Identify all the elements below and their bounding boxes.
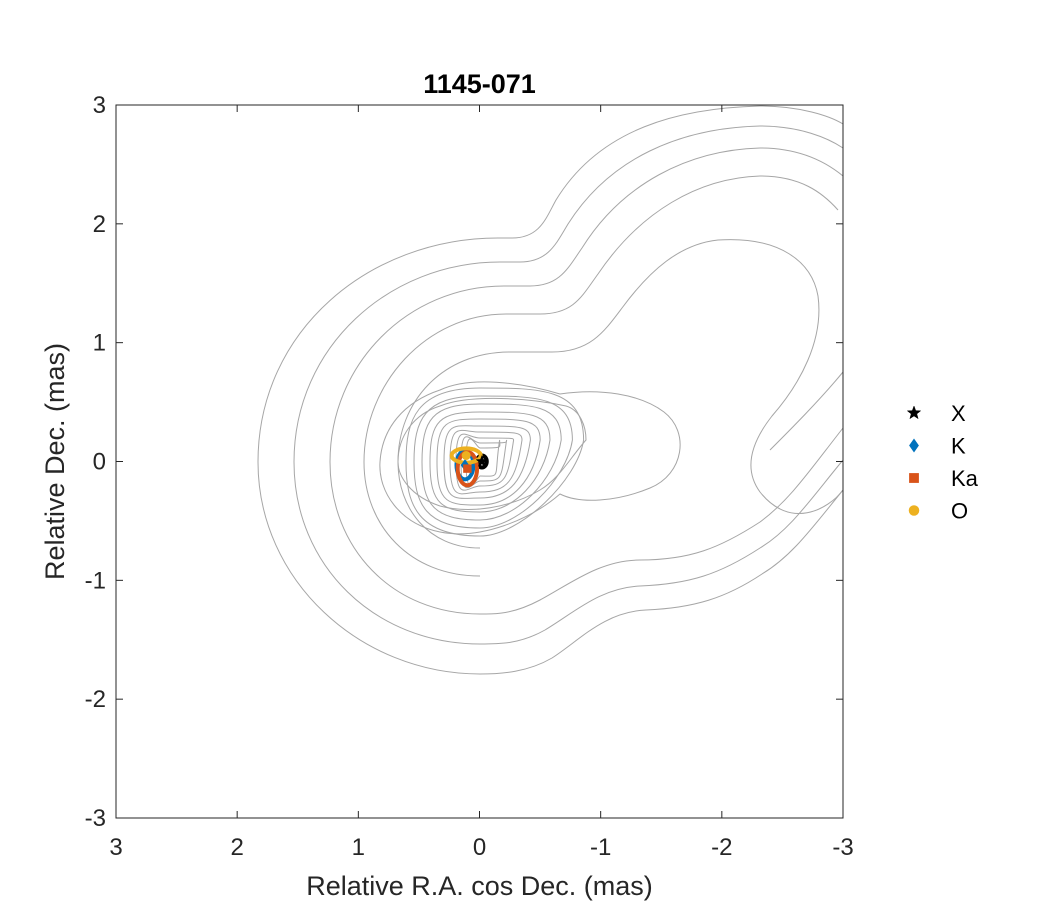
contour-line [449,429,523,495]
marker-o [461,451,471,461]
x-tick-label: -2 [711,834,732,861]
contour-line [379,381,681,535]
contour-line [329,147,844,615]
y-tick-label: -3 [85,805,106,832]
x-axis-label: Relative R.A. cos Dec. (mas) [306,871,653,901]
contour-line [429,411,551,513]
y-axis-label: Relative Dec. (mas) [40,343,70,580]
contour-line [405,387,585,537]
y-tick-label: -1 [85,567,106,594]
contour-line [479,427,844,615]
chart-title: 1145-071 [423,69,536,99]
x-tick-label: -3 [832,834,853,861]
y-tick-label: 0 [93,449,106,476]
contour-line [413,395,573,529]
legend-marker-ka [909,473,919,483]
y-tick-label: 2 [93,211,106,238]
contour-lines [257,105,844,675]
x-tick-label: 3 [109,834,122,861]
legend-label-o: O [951,499,968,524]
y-tick-label: -2 [85,686,106,713]
x-tick-label: 1 [352,834,365,861]
contour-line [421,403,562,521]
legend-label-k: K [951,434,966,459]
y-tick-label: 3 [93,92,106,119]
contour-line [436,418,541,506]
marker-ka [463,464,472,473]
contour-line [397,397,587,510]
contour-line [479,459,844,645]
legend-marker-k [909,438,919,453]
legend-label-x: X [951,401,966,426]
contour-line [443,425,531,499]
data-markers [460,451,489,473]
legend: XK Ka O [906,401,979,524]
contour-line [363,175,839,577]
legend-marker-o [908,505,920,516]
contour-line [479,489,844,675]
contour-line [257,105,844,675]
contour-line [293,125,844,645]
legend-label-ka: Ka [951,466,979,491]
x-tick-label: -1 [590,834,611,861]
contour-line [769,371,844,451]
x-tick-label: 0 [473,834,486,861]
legend-marker-x [906,405,922,420]
contour-line [397,239,844,549]
marker-x [475,454,489,467]
x-tick-label: 2 [230,834,243,861]
y-tick-label: 1 [93,330,106,357]
